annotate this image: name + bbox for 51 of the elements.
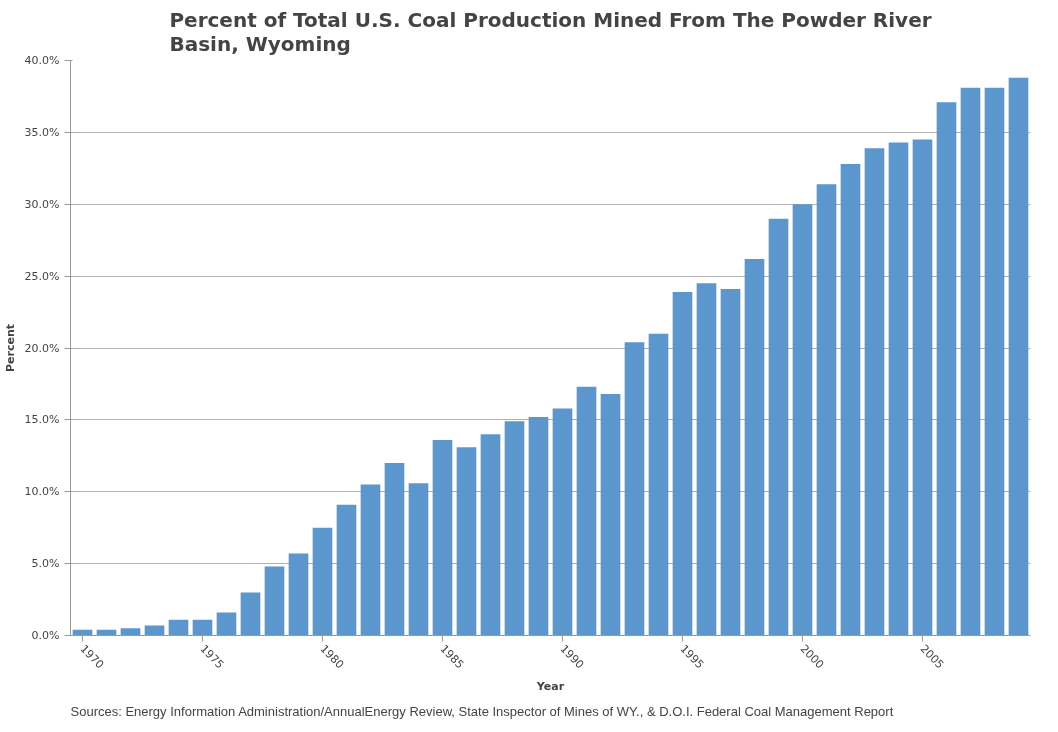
bar [744, 258, 765, 636]
bar [552, 408, 573, 636]
bar [936, 102, 957, 636]
bar [672, 291, 693, 636]
bar [840, 164, 861, 636]
y-tick-label: 0.0% [31, 629, 60, 642]
chart-title: Percent of Total U.S. Coal Production Mined From The Powder River Basin, Wyoming [169, 7, 932, 56]
y-tick-label: 30.0% [24, 197, 60, 211]
bar [888, 142, 909, 636]
bar [648, 333, 669, 636]
bar [288, 553, 309, 636]
y-tick-label: 15.0% [24, 413, 60, 427]
bar [696, 283, 717, 636]
y-tick-label: 25.0% [24, 269, 60, 283]
bar [360, 484, 381, 636]
y-tick-label: 40.0% [24, 54, 60, 67]
bar [144, 625, 165, 636]
bar [768, 218, 789, 636]
bar [432, 440, 453, 636]
bar [912, 139, 933, 636]
y-tick-label: 5.0% [31, 557, 60, 571]
bar [576, 386, 597, 636]
bar [408, 483, 429, 636]
x-axis-title: Year [535, 680, 565, 694]
bar [816, 184, 837, 636]
bar [384, 463, 405, 636]
y-axis-title: Percent [3, 323, 17, 373]
bar [528, 417, 549, 636]
bar [264, 566, 285, 636]
bar [1008, 77, 1029, 636]
bar [120, 628, 141, 636]
bar [456, 447, 477, 636]
source-note: Sources: Energy Information Administration/AnnualEnergy Review, State Inspector of Mines of WY., & D.O.I. Federal Coal Management Report [70, 703, 894, 719]
bar [240, 592, 261, 636]
bar [312, 527, 333, 636]
bar [600, 394, 621, 636]
bar [864, 148, 885, 636]
bar [336, 504, 357, 636]
bar [480, 434, 501, 636]
y-tick-label: 10.0% [24, 485, 60, 499]
bar [984, 87, 1005, 636]
bar [624, 342, 645, 636]
bar [792, 204, 813, 636]
bar [168, 619, 189, 636]
bar [960, 87, 981, 636]
bar [720, 289, 741, 636]
bar [216, 612, 237, 636]
bar [504, 421, 525, 636]
y-tick-label: 20.0% [24, 341, 60, 355]
bar [192, 619, 213, 636]
y-tick-label: 35.0% [24, 125, 60, 139]
